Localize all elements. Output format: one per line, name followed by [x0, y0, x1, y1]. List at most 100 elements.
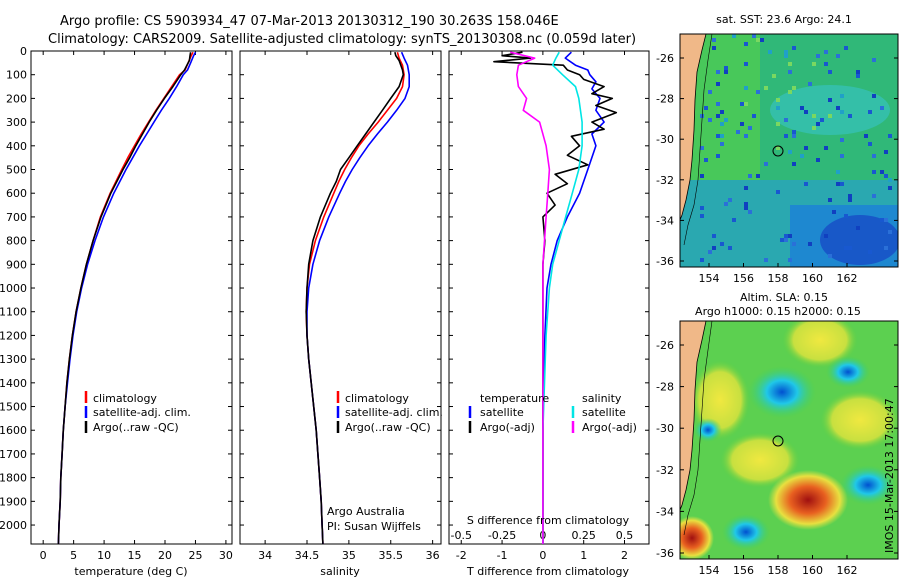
salinity-axes-box — [239, 50, 442, 545]
sst-pixel — [816, 54, 820, 58]
sst-pixel — [872, 170, 876, 174]
lat-label: -32 — [656, 174, 674, 187]
sst-pixel — [792, 134, 796, 138]
s-tick-label: -0.5 — [451, 529, 472, 542]
x-tick-label: 0 — [40, 549, 47, 562]
sst-pixel — [748, 210, 752, 214]
sst-pixel — [716, 134, 720, 138]
lat-label: -34 — [656, 214, 674, 227]
sst-pixel — [752, 114, 756, 118]
sst-pixel — [788, 258, 792, 262]
sst-pixel — [792, 242, 796, 246]
sst-pixel — [764, 162, 768, 166]
depth-tick-label: 1000 — [0, 282, 27, 295]
sst-pixel — [716, 70, 720, 74]
sst-pixel — [744, 186, 748, 190]
sst-pixel — [848, 194, 852, 198]
sla-yellow-1 — [782, 321, 858, 368]
sla-map-title-1: Altim. SLA: 0.15 — [740, 291, 828, 304]
sst-pixel — [712, 46, 716, 50]
series-line — [542, 51, 583, 544]
sst-pixel — [720, 122, 724, 126]
salinity-x-label: salinity — [320, 565, 360, 578]
depth-tick-label: 1300 — [0, 353, 27, 366]
sst-pixel — [872, 94, 876, 98]
sst-map-cyan-patch — [770, 85, 890, 135]
sst-pixel — [848, 246, 852, 250]
sst-pixel — [808, 242, 812, 246]
x-tick-label: 30 — [219, 549, 233, 562]
sst-pixel — [752, 34, 756, 38]
sst-pixel — [716, 114, 720, 118]
sst-pixel — [872, 58, 876, 62]
sst-pixel — [764, 86, 768, 90]
sla-map-title-2: Argo h1000: 0.15 h2000: 0.15 — [695, 305, 861, 318]
sst-pixel — [800, 106, 804, 110]
sst-pixel — [716, 102, 720, 106]
sst-pixel — [744, 102, 748, 106]
sst-pixel — [804, 146, 808, 150]
sla-map-lat-labels: -26 -28 -30 -32 -34 -36 — [656, 339, 898, 560]
sla-map-shelf-contour — [683, 321, 713, 536]
sst-map-cold-patch — [820, 215, 898, 265]
salinity-panel: 34 34.5 35 35.5 36 salinity climatology sate… — [239, 50, 443, 578]
sst-pixel — [700, 214, 704, 218]
sst-pixel — [744, 202, 748, 206]
sst-map-lon-labels: 154 156 158 160 162 — [699, 263, 858, 285]
legend-salinity-title: salinity — [582, 392, 622, 405]
sst-pixel — [840, 110, 844, 114]
sst-pixel — [708, 90, 712, 94]
sst-pixel — [840, 94, 844, 98]
sst-pixel — [788, 150, 792, 154]
depth-tick-label: 600 — [6, 187, 27, 200]
difference-axes-box — [448, 50, 650, 545]
legend-satellite-label: satellite-adj. clim. — [93, 406, 191, 419]
temperature-x-ticks: 0 5 10 15 20 25 30 — [40, 51, 233, 562]
lat-label: -28 — [656, 381, 674, 394]
sst-pixel — [888, 178, 892, 182]
sst-pixel — [764, 258, 768, 262]
sst-pixel — [744, 206, 748, 210]
lon-label: 158 — [768, 564, 789, 577]
sst-pixel — [708, 250, 712, 254]
sst-pixel — [840, 154, 844, 158]
sst-pixel — [812, 62, 816, 66]
sst-pixel — [788, 70, 792, 74]
lat-label: -28 — [656, 93, 674, 106]
x-tick-label: -2 — [456, 549, 467, 562]
sst-pixel — [700, 206, 704, 210]
sla-map-float-marker — [772, 435, 784, 447]
sst-pixel — [844, 46, 848, 50]
legend-temperature-title: temperature — [480, 392, 549, 405]
x-tick-label: 1 — [580, 549, 587, 562]
lon-label: 160 — [802, 564, 823, 577]
lat-label: -36 — [656, 547, 674, 560]
sst-pixel — [708, 118, 712, 122]
s-tick-label: 0.5 — [616, 529, 634, 542]
title-line-2: Climatology: CARS2009. Satellite-adjuste… — [48, 32, 636, 47]
x-tick-label: 34.5 — [295, 549, 320, 562]
sst-pixel — [816, 122, 820, 126]
lon-label: 156 — [733, 564, 754, 577]
lon-label: 154 — [699, 272, 720, 285]
sst-pixel — [868, 142, 872, 146]
sst-pixel — [780, 238, 784, 242]
x-tick-label: 20 — [158, 549, 172, 562]
sla-map-frame — [679, 320, 899, 560]
sst-pixel — [884, 150, 888, 154]
sst-pixel — [788, 62, 792, 66]
sst-pixel — [772, 74, 776, 78]
sst-pixel — [704, 106, 708, 110]
sst-pixel — [800, 154, 804, 158]
sst-pixel — [812, 126, 816, 130]
x-tick-label: 0 — [539, 549, 546, 562]
sst-pixel — [728, 198, 732, 202]
sla-blue-1 — [748, 366, 816, 418]
sla-yellow-2 — [820, 390, 898, 450]
sst-pixel — [784, 54, 788, 58]
sst-pixel — [784, 234, 788, 238]
sst-pixel — [836, 182, 840, 186]
sla-map: Altim. SLA: 0.15 Argo h1000: 0.15 h2000:… — [656, 291, 899, 577]
sst-pixel — [824, 62, 828, 66]
